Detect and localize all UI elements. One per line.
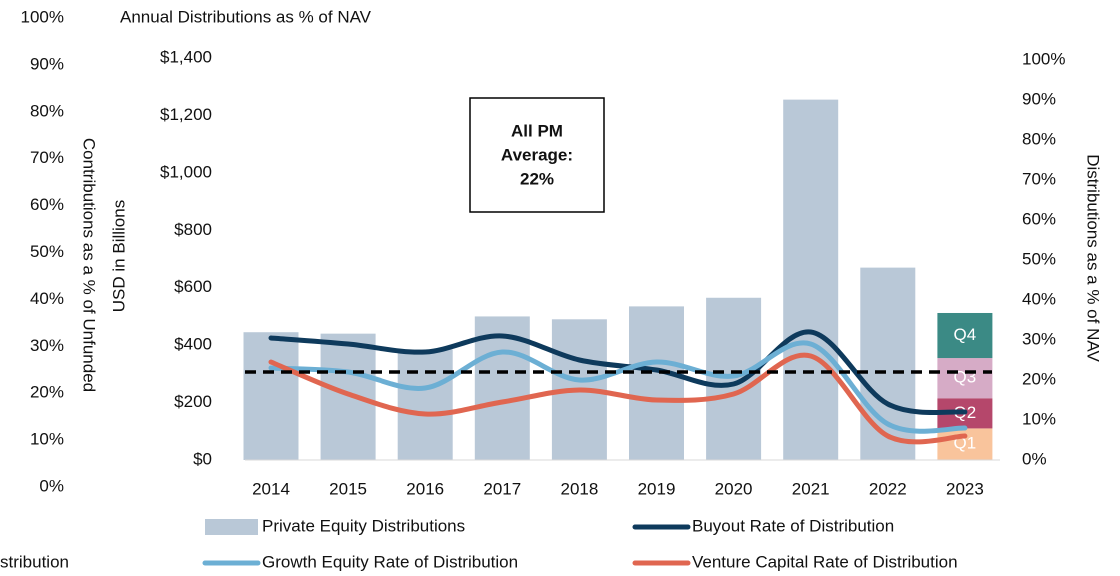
y-axis-label: USD in Billions xyxy=(109,200,128,312)
y3-tick-label: 10% xyxy=(30,430,64,449)
y3-tick-label: 80% xyxy=(30,101,64,120)
y3-axis-label: Contributions as a % of Unfunded xyxy=(80,138,99,392)
average-label: All PM xyxy=(511,121,563,140)
legend-swatch xyxy=(205,519,258,535)
y3-tick-label: 0% xyxy=(39,476,64,495)
x-tick-label: 2014 xyxy=(252,479,290,498)
line-series xyxy=(268,340,968,434)
bar xyxy=(706,297,762,460)
y-tick-label: $1,000 xyxy=(160,162,212,181)
y3-tick-label: 90% xyxy=(30,54,64,73)
y2-tick-label: 30% xyxy=(1022,329,1056,348)
average-box xyxy=(469,97,605,213)
x-tick-label: 2020 xyxy=(715,479,753,498)
legend-label: Venture Capital Rate of Distribution xyxy=(692,552,958,571)
y2-tick-label: 60% xyxy=(1022,209,1056,228)
y2-tick-label: 100% xyxy=(1022,49,1065,68)
legend-label: Growth Equity Rate of Distribution xyxy=(262,552,518,571)
average-label: Average: xyxy=(501,145,573,164)
x-tick-label: 2016 xyxy=(406,479,444,498)
legend-label: Buyout Rate of Distribution xyxy=(692,516,894,535)
y2-tick-label: 50% xyxy=(1022,249,1056,268)
bar xyxy=(243,332,299,460)
y3-tick-label: 40% xyxy=(30,289,64,308)
y3-tick-label: 50% xyxy=(30,242,64,261)
y-tick-label: $400 xyxy=(174,335,212,354)
x-tick-label: 2018 xyxy=(560,479,598,498)
average-label: 22% xyxy=(520,169,554,188)
y3-tick-label: 30% xyxy=(30,336,64,355)
y2-axis-label: Distributions as a % of NAV xyxy=(1084,154,1103,362)
bar xyxy=(783,99,839,460)
y3-tick-label: 70% xyxy=(30,148,64,167)
y3-tick-label: 60% xyxy=(30,195,64,214)
y2-tick-label: 0% xyxy=(1022,449,1047,468)
y2-tick-label: 70% xyxy=(1022,169,1056,188)
x-tick-label: 2021 xyxy=(792,479,830,498)
x-tick-label: 2015 xyxy=(329,479,367,498)
y-tick-label: $1,400 xyxy=(160,47,212,66)
quarter-segment xyxy=(937,358,993,399)
y-tick-label: $800 xyxy=(174,220,212,239)
y3-tick-label: 100% xyxy=(21,7,64,26)
chart-title: Annual Distributions as % of NAV xyxy=(120,7,372,26)
bar xyxy=(629,306,684,460)
x-tick-label: 2019 xyxy=(638,479,676,498)
bar xyxy=(320,333,376,460)
y2-tick-label: 20% xyxy=(1022,369,1056,388)
quarter-segment xyxy=(937,312,993,359)
bar xyxy=(397,349,453,460)
y-tick-label: $0 xyxy=(193,449,212,468)
quarter-label: Q4 xyxy=(954,325,977,344)
y-tick-label: $200 xyxy=(174,392,212,411)
annotation: stribution xyxy=(0,552,69,571)
y2-tick-label: 90% xyxy=(1022,89,1056,108)
y-tick-label: $1,200 xyxy=(160,105,212,124)
x-tick-label: 2017 xyxy=(483,479,521,498)
line-series xyxy=(268,352,968,445)
x-tick-label: 2022 xyxy=(869,479,907,498)
y2-tick-label: 80% xyxy=(1022,129,1056,148)
y-tick-label: $600 xyxy=(174,277,212,296)
y2-tick-label: 40% xyxy=(1022,289,1056,308)
y3-tick-label: 20% xyxy=(30,383,64,402)
y2-tick-label: 10% xyxy=(1022,409,1056,428)
x-tick-label: 2023 xyxy=(946,479,984,498)
legend-label: Private Equity Distributions xyxy=(262,516,465,535)
